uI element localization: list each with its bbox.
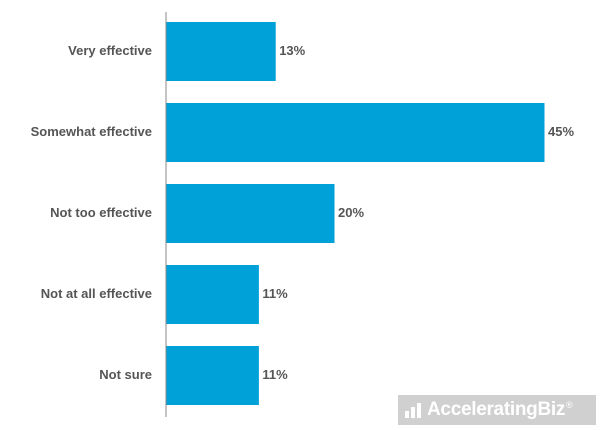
bar-somewhat-effective xyxy=(166,103,545,162)
value-label-not-too-effective: 20% xyxy=(338,205,364,220)
value-label-somewhat-effective: 45% xyxy=(548,124,574,139)
bar-chart-logo-icon xyxy=(405,403,421,418)
value-label-not-sure: 11% xyxy=(262,367,288,382)
watermark: AcceleratingBiz ® xyxy=(398,395,596,425)
bar-very-effective xyxy=(166,22,276,81)
category-label-very-effective: Very effective xyxy=(68,43,152,58)
bar-not-too-effective xyxy=(166,184,335,243)
watermark-text: AcceleratingBiz xyxy=(427,399,566,420)
value-label-very-effective: 13% xyxy=(279,43,305,58)
category-label-not-at-all-effective: Not at all effective xyxy=(41,286,152,301)
bar-not-at-all-effective xyxy=(166,265,259,324)
value-label-not-at-all-effective: 11% xyxy=(262,286,288,301)
category-label-not-sure: Not sure xyxy=(99,367,152,382)
bar-not-sure xyxy=(166,346,259,405)
category-label-somewhat-effective: Somewhat effective xyxy=(31,124,152,139)
category-label-not-too-effective: Not too effective xyxy=(50,205,152,220)
registered-mark: ® xyxy=(566,400,573,410)
